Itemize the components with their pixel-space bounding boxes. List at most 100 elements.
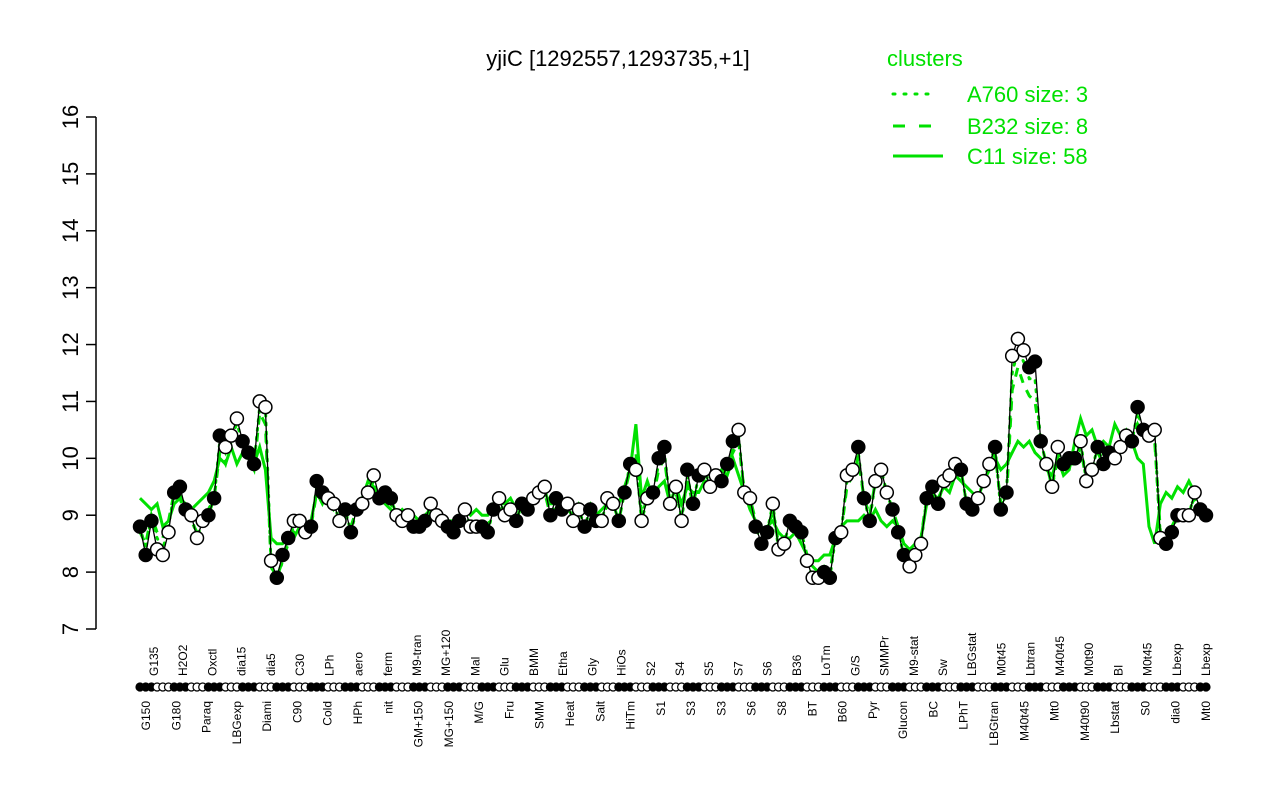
data-point bbox=[999, 485, 1014, 500]
x-tick-label: G135 bbox=[147, 646, 161, 676]
data-point bbox=[908, 547, 923, 563]
x-tick-label: Mt0 bbox=[1048, 701, 1062, 721]
data-point bbox=[303, 519, 319, 534]
y-tick-label: 15 bbox=[58, 162, 83, 186]
data-point bbox=[765, 496, 781, 512]
data-point bbox=[263, 553, 279, 568]
x-tick-label: LPhT bbox=[957, 700, 971, 729]
data-point bbox=[184, 507, 199, 523]
data-point bbox=[138, 547, 153, 563]
data-point bbox=[925, 479, 940, 495]
x-tick-label: S4 bbox=[673, 661, 687, 676]
x-tick-label: C30 bbox=[293, 654, 307, 676]
data-point bbox=[873, 462, 889, 477]
data-point bbox=[223, 428, 239, 443]
x-tick-label: S3 bbox=[714, 701, 728, 716]
data-point bbox=[1158, 536, 1174, 551]
x-tick-label: SMMPr bbox=[878, 636, 892, 676]
data-point bbox=[680, 462, 695, 477]
data-point bbox=[987, 439, 1003, 455]
x-tick-label: Diami bbox=[260, 701, 274, 732]
x-tick-label: BMM bbox=[527, 648, 541, 676]
data-point bbox=[451, 513, 467, 529]
x-tick-label: M40t45 bbox=[1053, 636, 1067, 676]
data-point bbox=[269, 570, 285, 586]
x-tick-label: dia15 bbox=[235, 646, 249, 676]
x-tick-label: S6 bbox=[745, 701, 759, 716]
y-tick-label: 12 bbox=[58, 332, 83, 356]
data-point bbox=[919, 490, 934, 506]
data-point bbox=[634, 513, 649, 529]
data-point bbox=[1130, 399, 1145, 415]
y-tick-label: 13 bbox=[58, 275, 83, 299]
data-point bbox=[229, 411, 245, 426]
y-tick-label: 14 bbox=[58, 219, 83, 243]
legend-entry-b232: B232 size: 8 bbox=[967, 114, 1088, 139]
chart-title: yjiC [1292557,1293735,+1] bbox=[486, 46, 750, 71]
data-point bbox=[965, 502, 980, 517]
data-point bbox=[480, 525, 495, 540]
x-tick-label: Pyr bbox=[866, 701, 880, 719]
data-point bbox=[1187, 485, 1202, 500]
y-tick-label: 9 bbox=[58, 509, 83, 521]
data-point bbox=[890, 525, 906, 540]
data-point bbox=[235, 434, 250, 449]
x-tick-label: Fru bbox=[502, 701, 516, 719]
x-tick-label: dia0 bbox=[1169, 701, 1183, 724]
data-point bbox=[742, 490, 758, 506]
x-tick-label: B60 bbox=[836, 701, 850, 723]
y-tick-label: 7 bbox=[58, 623, 83, 635]
x-tick-label: HiOs bbox=[615, 649, 629, 676]
data-point bbox=[155, 547, 171, 563]
data-point bbox=[332, 513, 347, 529]
data-point bbox=[1147, 422, 1162, 438]
data-point bbox=[565, 513, 581, 529]
data-point bbox=[754, 536, 769, 551]
x-tick-label: M9-stat bbox=[907, 635, 921, 676]
x-tick-label: Cold bbox=[321, 701, 335, 726]
data-point bbox=[1044, 479, 1060, 495]
data-point bbox=[161, 525, 176, 540]
x-tick-label: M/G bbox=[472, 701, 486, 724]
x-tick-label: H2O2 bbox=[176, 644, 190, 676]
x-axis-labels: G150 G180 Paraq LBGexp Diami C90 Cold HPh nit GM+… bbox=[135, 629, 1213, 747]
x-tick-label: SMM bbox=[533, 701, 547, 729]
x-tick-label: M0t45 bbox=[994, 642, 1008, 676]
data-point bbox=[1073, 434, 1088, 449]
x-tick-label: M40t45 bbox=[1017, 701, 1031, 741]
data-point bbox=[879, 485, 895, 500]
data-point bbox=[172, 479, 188, 495]
data-point bbox=[845, 462, 860, 477]
x-tick-label: M9-tran bbox=[410, 635, 424, 676]
x-tick-label: MG+120 bbox=[439, 629, 453, 676]
data-point bbox=[628, 462, 644, 477]
data-point bbox=[543, 507, 558, 523]
data-point bbox=[851, 439, 866, 455]
data-point bbox=[1079, 473, 1094, 489]
data-point bbox=[366, 468, 381, 483]
data-point bbox=[508, 513, 524, 529]
data-point bbox=[400, 507, 416, 523]
x-tick-label: S5 bbox=[702, 661, 716, 676]
data-point bbox=[1107, 451, 1123, 466]
x-tick-label: LBGexp bbox=[230, 701, 244, 745]
x-tick-label: S1 bbox=[654, 701, 668, 716]
data-point bbox=[702, 479, 718, 495]
data-point bbox=[714, 473, 729, 489]
x-tick-label: HiTm bbox=[624, 701, 638, 730]
data-point bbox=[486, 502, 501, 517]
x-tick-label: aero bbox=[352, 652, 366, 676]
x-tick-label: Lbtran bbox=[1024, 642, 1038, 676]
data-point bbox=[503, 502, 518, 517]
data-point bbox=[902, 559, 917, 574]
data-point bbox=[1090, 439, 1105, 455]
data-point bbox=[697, 462, 712, 477]
y-tick-label: 11 bbox=[58, 390, 83, 413]
data-point bbox=[355, 496, 370, 512]
x-tick-label: BC bbox=[926, 701, 940, 718]
data-point bbox=[560, 496, 575, 512]
data-point bbox=[201, 507, 216, 523]
x-tick-label: S6 bbox=[761, 661, 775, 676]
data-point bbox=[799, 553, 815, 568]
